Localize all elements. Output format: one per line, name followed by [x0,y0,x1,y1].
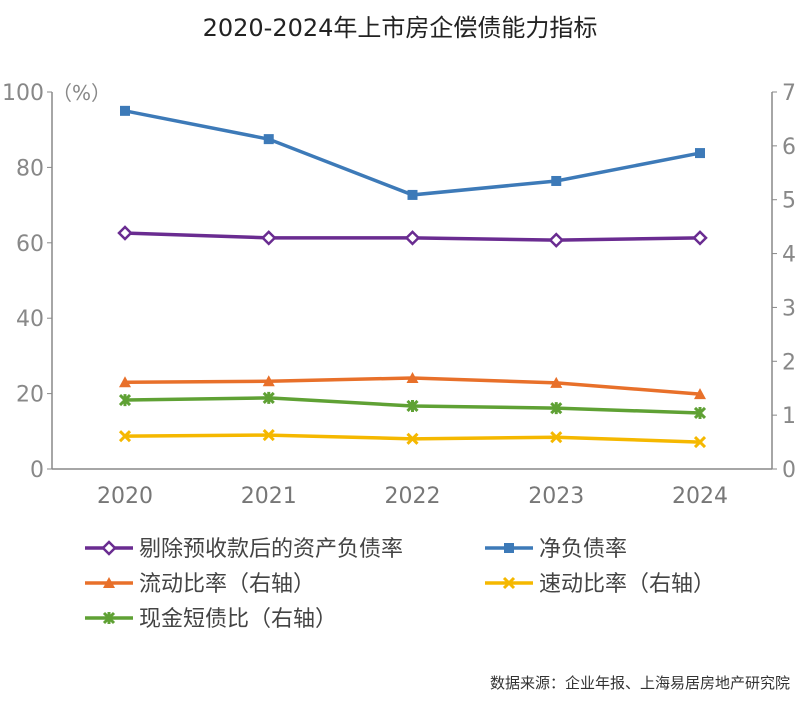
left-tick-label: 40 [16,307,44,332]
left-tick-label: 0 [30,458,44,483]
right-tick-label: 0 [782,458,796,483]
legend-item: 速动比率（右轴） [485,572,715,597]
right-tick-label: 5 [782,189,796,214]
x-tick-label: 2023 [528,484,584,509]
diamond-marker [548,232,565,248]
series-line [124,109,701,197]
left-tick-label: 100 [2,81,44,106]
source-note: 数据来源：企业年报、上海易居房地产研究院 [490,674,790,692]
square-marker [504,543,514,553]
diamond-marker [692,230,708,246]
right-tick-label: 1 [782,404,796,429]
left-tick-label: 80 [16,156,44,181]
legend-label: 现金短债比（右轴） [139,607,337,632]
series-0 [117,225,708,248]
x-tick-label: 2022 [385,484,441,509]
triangle-marker [550,376,563,388]
diamond-marker [117,225,133,241]
legend-item: 净负债率 [485,537,627,562]
triangle-marker [406,371,419,383]
x-marker [118,430,132,443]
chart-title: 2020-2024年上市房企偿债能力指标 [203,14,598,42]
triangle-marker [262,375,275,387]
star-marker [102,611,116,625]
legend-label: 速动比率（右轴） [539,572,715,597]
x-marker [550,431,563,444]
x-marker [502,576,516,590]
square-marker [120,105,130,116]
star-marker [118,394,132,407]
x-tick-label: 2020 [97,484,153,509]
right-tick-label: 7 [782,81,796,106]
diamond-marker [404,230,421,246]
star-marker [693,406,707,420]
x-tick-label: 2021 [241,484,297,509]
x-marker [262,429,275,442]
left-tick-label: 60 [16,232,44,257]
series-2 [119,371,706,400]
triangle-marker [119,376,131,388]
star-marker [262,391,275,404]
diamond-marker [260,230,277,246]
triangle-marker [694,388,706,400]
series-4 [118,391,707,420]
series-3 [118,429,707,449]
star-marker [550,402,563,415]
right-tick-label: 6 [782,135,796,160]
left-tick-label: 20 [16,383,44,408]
legend-item: 剔除预收款后的资产负债率 [85,537,403,562]
legend-label: 剔除预收款后的资产负债率 [139,537,403,562]
legend-label: 净负债率 [539,537,627,562]
series-1 [120,105,705,200]
legend-item: 流动比率（右轴） [85,572,315,597]
star-marker [406,399,419,413]
right-tick-label: 3 [782,296,796,321]
square-marker [551,175,562,186]
square-marker [263,134,274,145]
legend-item: 现金短债比（右轴） [85,607,337,632]
x-marker [406,432,419,445]
square-marker [407,189,418,200]
right-tick-label: 4 [782,243,796,268]
x-marker [693,436,707,449]
diamond-marker [101,540,117,556]
x-tick-label: 2024 [672,484,728,509]
square-marker [695,148,705,159]
right-tick-label: 2 [782,350,796,375]
legend-label: 流动比率（右轴） [139,572,315,597]
triangle-marker [103,577,115,588]
left-axis-unit: （%） [52,81,111,105]
